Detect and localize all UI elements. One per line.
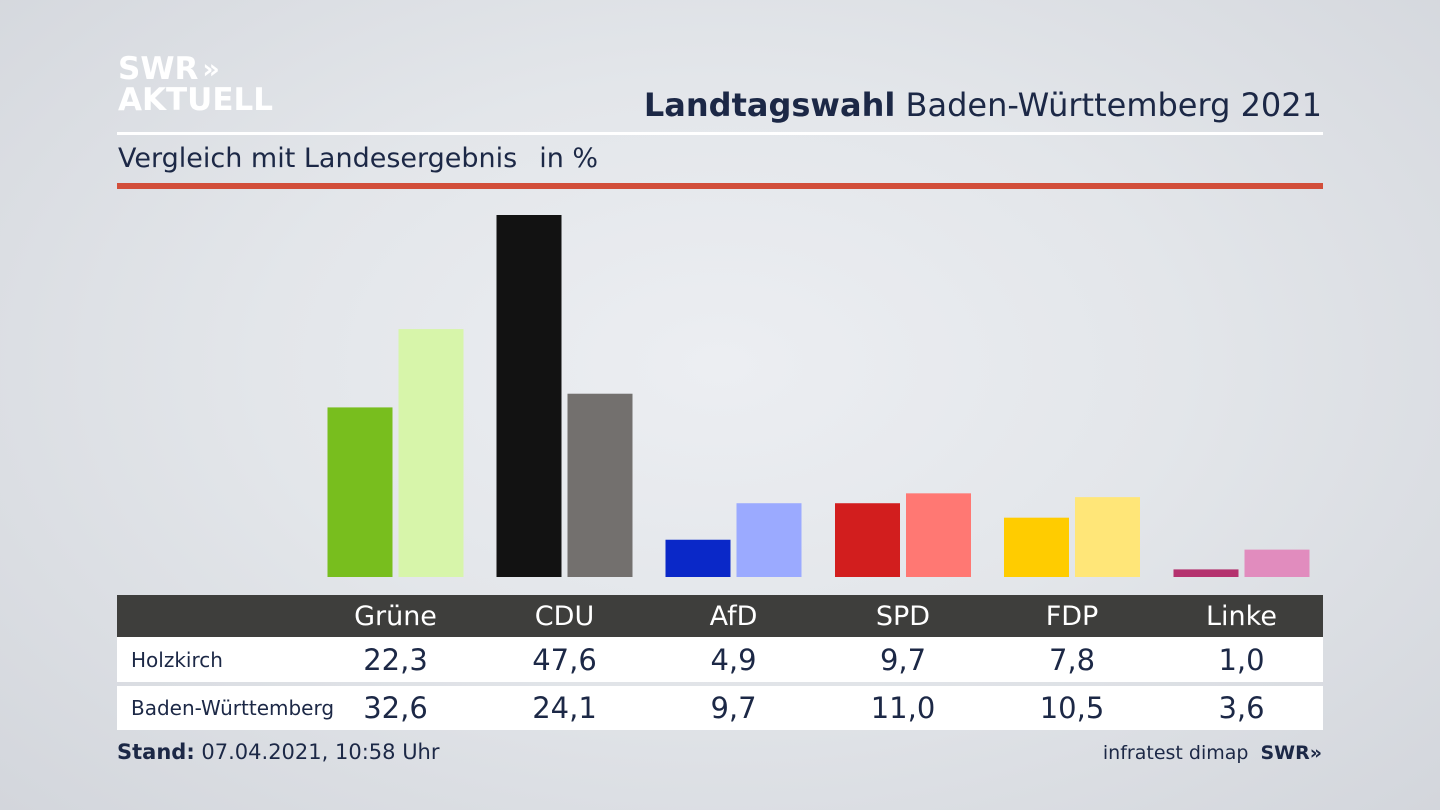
column-header: FDP [1045, 600, 1099, 632]
results-table: Grüne CDU AfD SPD FDP Linke Holzkirch 22,3 47,6… [117, 595, 1323, 730]
swr-aktuell-logo: SWR» AKTUELL [118, 54, 273, 116]
table-row: Baden-Württemberg 32,6 24,1 9,7 11,0 10,5 3,6 [117, 686, 1323, 730]
value-cell: 1,0 [1218, 642, 1265, 677]
bar-grne-state [398, 329, 464, 577]
value-cell: 24,1 [532, 691, 597, 725]
value-cell: 9,7 [710, 691, 757, 725]
bar-cdu-state [567, 393, 633, 577]
page-title: Landtagswahl Baden-Württemberg 2021 [644, 86, 1322, 124]
chart-subtitle: Vergleich mit Landesergebnis in % [118, 143, 598, 174]
accent-divider [117, 183, 1323, 189]
title-rest: Baden-Württemberg 2021 [905, 86, 1323, 124]
table-row: Holzkirch 22,3 47,6 4,9 9,7 7,8 1,0 [117, 637, 1323, 682]
title-divider [117, 132, 1323, 135]
value-cell: 4,9 [710, 642, 757, 677]
value-cell: 3,6 [1218, 691, 1265, 725]
value-cell: 47,6 [532, 642, 597, 677]
title-bold: Landtagswahl [643, 86, 896, 124]
bar-afd-state [736, 503, 802, 577]
bar-linke-state [1244, 549, 1310, 577]
bar-linke-local [1173, 569, 1239, 577]
bar-spd-state [906, 493, 971, 577]
value-cell: 9,7 [879, 642, 927, 677]
bar-grne-local [327, 407, 393, 577]
bar-cdu-local [496, 215, 562, 577]
value-cell: 7,8 [1048, 642, 1096, 677]
row-label: Holzkirch [131, 647, 223, 672]
row-label: Baden-Württemberg [131, 696, 335, 720]
bar-afd-local [665, 539, 731, 577]
logo-swr-text: SWR [118, 51, 199, 87]
column-header: CDU [534, 600, 595, 632]
value-cell: 22,3 [363, 642, 428, 677]
stand-value: 07.04.2021, 10:58 Uhr [201, 740, 440, 764]
column-header: Grüne [354, 600, 437, 632]
column-header: Linke [1206, 600, 1277, 632]
unit-label: in % [539, 143, 599, 174]
timestamp: Stand: 07.04.2021, 10:58 Uhr [117, 740, 440, 764]
source-credit: infratest dimap SWR» [1103, 742, 1322, 764]
bar-fdp-local [1004, 517, 1069, 577]
source-text: infratest dimap [1102, 742, 1249, 764]
subtitle-text: Vergleich mit Landesergebnis [118, 143, 518, 174]
logo-aktuell-text: AKTUELL [118, 82, 274, 118]
value-cell: 10,5 [1039, 691, 1105, 725]
bar-chart [327, 215, 1310, 577]
stand-label: Stand: [117, 740, 195, 764]
bar-fdp-state [1075, 497, 1140, 577]
column-header: SPD [875, 600, 931, 632]
bar-spd-local [835, 503, 900, 577]
value-cell: 11,0 [870, 691, 936, 725]
value-cell: 32,6 [363, 691, 428, 725]
column-header: AfD [709, 600, 758, 632]
swr-brand-mark: SWR» [1260, 742, 1322, 764]
table-header-row: Grüne CDU AfD SPD FDP Linke [117, 595, 1323, 637]
